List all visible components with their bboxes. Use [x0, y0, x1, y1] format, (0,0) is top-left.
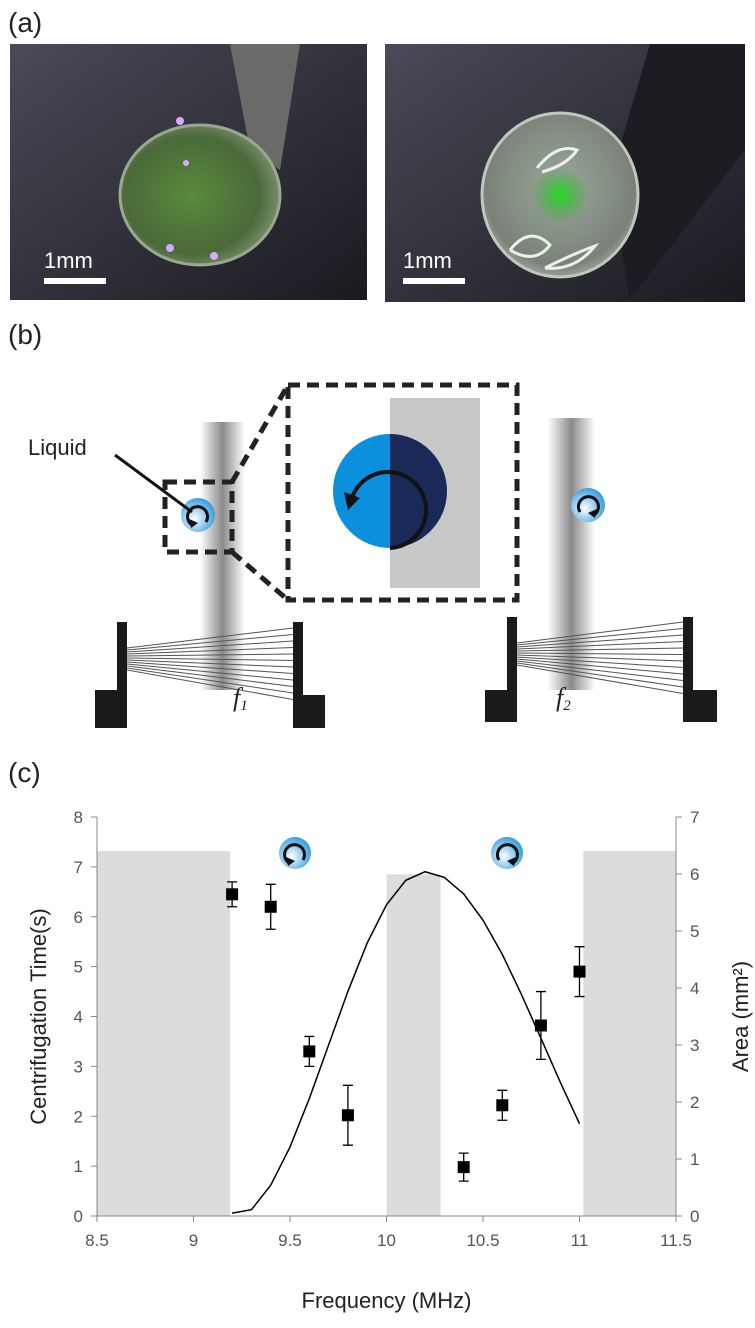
x-tick-label: 8.5 — [85, 1231, 109, 1250]
y-tick-label: 8 — [74, 808, 83, 827]
diagram: Liquid f1 f2 — [28, 385, 717, 728]
shaded-region — [387, 874, 441, 1216]
data-point — [265, 901, 277, 913]
panel-label: (a) — [8, 7, 42, 38]
y-tick-label: 0 — [74, 1207, 83, 1226]
y2-tick-label: 2 — [690, 1093, 699, 1112]
x-tick-label: 9 — [189, 1231, 198, 1250]
y-tick-label: 5 — [74, 958, 83, 977]
scale-label: 1mm — [403, 248, 452, 273]
photo: 1mm — [385, 44, 745, 302]
data-point — [535, 1019, 547, 1031]
y-tick-label: 2 — [74, 1107, 83, 1126]
y2-tick-label: 0 — [690, 1207, 699, 1226]
liquid-label: Liquid — [28, 435, 87, 460]
y2-tick-label: 5 — [690, 922, 699, 941]
data-point — [458, 1161, 470, 1173]
y-tick-label: 3 — [74, 1057, 83, 1076]
y-tick-label: 7 — [74, 858, 83, 877]
x-axis-label: Frequency (MHz) — [302, 1288, 472, 1313]
y-tick-label: 6 — [74, 908, 83, 927]
data-point — [496, 1099, 508, 1111]
y2-tick-label: 3 — [690, 1036, 699, 1055]
y2-tick-label: 1 — [690, 1150, 699, 1169]
y-tick-label: 1 — [74, 1157, 83, 1176]
x-tick-label: 11 — [571, 1231, 589, 1250]
y2-axis-label: Area (mm²) — [728, 961, 753, 1072]
data-point — [342, 1109, 354, 1121]
page: (a) (b) (c) 1mm 1mm Liquid f1 f2 0 1 2 3 4 5 6… — [0, 0, 755, 1328]
shaded-region — [583, 851, 676, 1216]
x-tick-label: 10.5 — [466, 1231, 499, 1250]
shaded-region — [97, 851, 230, 1216]
photo: 1mm — [10, 44, 367, 300]
y2-tick-label: 7 — [690, 808, 699, 827]
y-axis-label: Centrifugation Time(s) — [26, 908, 51, 1124]
data-point — [574, 966, 586, 978]
x-tick-label: 11.5 — [660, 1231, 692, 1250]
x-tick-label: 9.5 — [278, 1231, 302, 1250]
y2-tick-label: 4 — [690, 979, 699, 998]
panel-label: (b) — [8, 319, 42, 350]
chart: 0 1 2 3 4 5 6 7 8 0 1 2 3 4 5 6 7 8.5 9 9.5 10 10.5 11 11.5 Freq… — [26, 808, 753, 1313]
y2-tick-label: 6 — [690, 865, 699, 884]
data-point — [226, 888, 238, 900]
panel-label: (c) — [8, 757, 41, 788]
data-point — [303, 1045, 315, 1057]
scale-label: 1mm — [44, 248, 93, 273]
chart-icons — [279, 837, 523, 869]
x-tick-label: 10 — [377, 1231, 396, 1250]
figure: (a) (b) (c) 1mm 1mm Liquid f1 f2 0 1 2 3 4 5 6… — [0, 0, 755, 1323]
y-tick-label: 4 — [74, 1008, 83, 1027]
